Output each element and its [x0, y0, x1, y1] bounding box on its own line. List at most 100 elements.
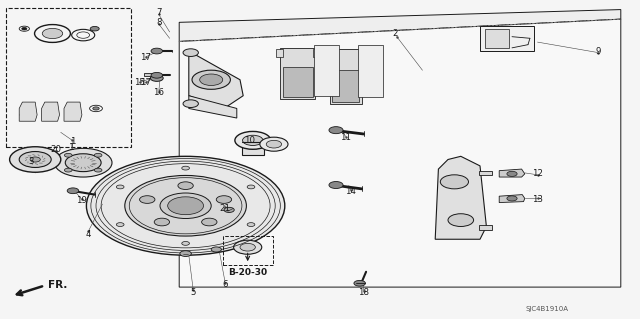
Bar: [276, 49, 282, 57]
Text: SJC4B1910A: SJC4B1910A: [525, 306, 569, 312]
Bar: [313, 49, 319, 57]
Text: 4: 4: [86, 230, 91, 239]
Polygon shape: [64, 102, 82, 121]
Circle shape: [448, 214, 474, 226]
Circle shape: [65, 153, 72, 157]
Text: 21: 21: [220, 204, 231, 213]
Circle shape: [182, 166, 189, 170]
Bar: [314, 45, 339, 96]
Circle shape: [329, 182, 343, 189]
Circle shape: [23, 114, 28, 116]
Circle shape: [211, 247, 221, 252]
Bar: [485, 29, 509, 48]
Bar: [358, 45, 383, 97]
Circle shape: [65, 168, 72, 172]
Circle shape: [192, 70, 230, 89]
Circle shape: [86, 156, 285, 255]
Polygon shape: [499, 169, 525, 177]
Circle shape: [160, 193, 211, 219]
Circle shape: [235, 131, 271, 149]
Polygon shape: [19, 102, 37, 121]
Text: 5: 5: [191, 288, 196, 297]
Circle shape: [140, 196, 155, 204]
Text: 18: 18: [358, 288, 369, 297]
Circle shape: [180, 251, 191, 256]
Text: FR.: FR.: [48, 279, 67, 290]
Text: 9: 9: [596, 47, 601, 56]
Circle shape: [234, 240, 262, 254]
Circle shape: [94, 153, 102, 157]
Bar: [144, 73, 156, 76]
Circle shape: [116, 185, 124, 189]
Text: 7: 7: [156, 8, 161, 17]
Circle shape: [19, 152, 51, 167]
Circle shape: [116, 223, 124, 226]
Circle shape: [260, 137, 288, 151]
Circle shape: [440, 175, 468, 189]
Bar: [332, 70, 359, 102]
Circle shape: [202, 218, 217, 226]
Bar: [479, 171, 492, 175]
Bar: [280, 48, 315, 99]
Circle shape: [247, 185, 255, 189]
Polygon shape: [42, 102, 60, 121]
Text: 8: 8: [156, 18, 161, 27]
Bar: [479, 225, 492, 230]
Circle shape: [22, 27, 27, 30]
Circle shape: [42, 28, 63, 39]
Text: 12: 12: [532, 169, 543, 178]
Text: 2: 2: [393, 29, 398, 38]
Circle shape: [54, 148, 112, 177]
Circle shape: [507, 171, 517, 176]
Text: 19: 19: [77, 197, 87, 205]
Bar: [6, 8, 131, 147]
Text: 13: 13: [532, 195, 543, 204]
Circle shape: [30, 157, 40, 162]
Circle shape: [151, 72, 163, 78]
Text: 15: 15: [134, 78, 145, 87]
Bar: [283, 67, 312, 97]
Circle shape: [150, 75, 163, 81]
Circle shape: [178, 182, 193, 189]
Text: 10: 10: [244, 136, 255, 145]
Circle shape: [200, 74, 223, 85]
Circle shape: [93, 107, 99, 110]
Text: B-20-30: B-20-30: [228, 268, 268, 277]
Bar: [330, 49, 362, 104]
Text: 14: 14: [345, 187, 356, 196]
Text: 1: 1: [70, 143, 75, 152]
Circle shape: [507, 196, 517, 201]
Polygon shape: [435, 156, 486, 239]
Polygon shape: [189, 51, 243, 108]
Circle shape: [168, 197, 204, 215]
Circle shape: [266, 140, 282, 148]
Polygon shape: [499, 195, 525, 203]
Circle shape: [224, 207, 234, 212]
Polygon shape: [189, 96, 237, 118]
Circle shape: [247, 223, 255, 226]
Circle shape: [183, 100, 198, 108]
Bar: [359, 51, 365, 59]
Circle shape: [354, 280, 365, 286]
Circle shape: [94, 168, 102, 172]
Circle shape: [125, 175, 246, 236]
Circle shape: [67, 188, 79, 194]
Circle shape: [10, 147, 61, 172]
Text: 3: 3: [28, 157, 33, 166]
Polygon shape: [179, 10, 621, 41]
Text: 17: 17: [140, 53, 152, 62]
Circle shape: [90, 26, 99, 31]
Circle shape: [329, 127, 343, 134]
Bar: [223, 236, 273, 265]
Circle shape: [243, 135, 263, 145]
Circle shape: [151, 48, 163, 54]
Circle shape: [182, 241, 189, 245]
Bar: [480, 26, 534, 51]
Text: 16: 16: [153, 88, 164, 97]
Text: 17: 17: [140, 78, 152, 87]
Circle shape: [240, 243, 255, 251]
Circle shape: [183, 49, 198, 56]
Circle shape: [65, 154, 101, 172]
Bar: [242, 142, 264, 155]
Circle shape: [216, 196, 232, 204]
